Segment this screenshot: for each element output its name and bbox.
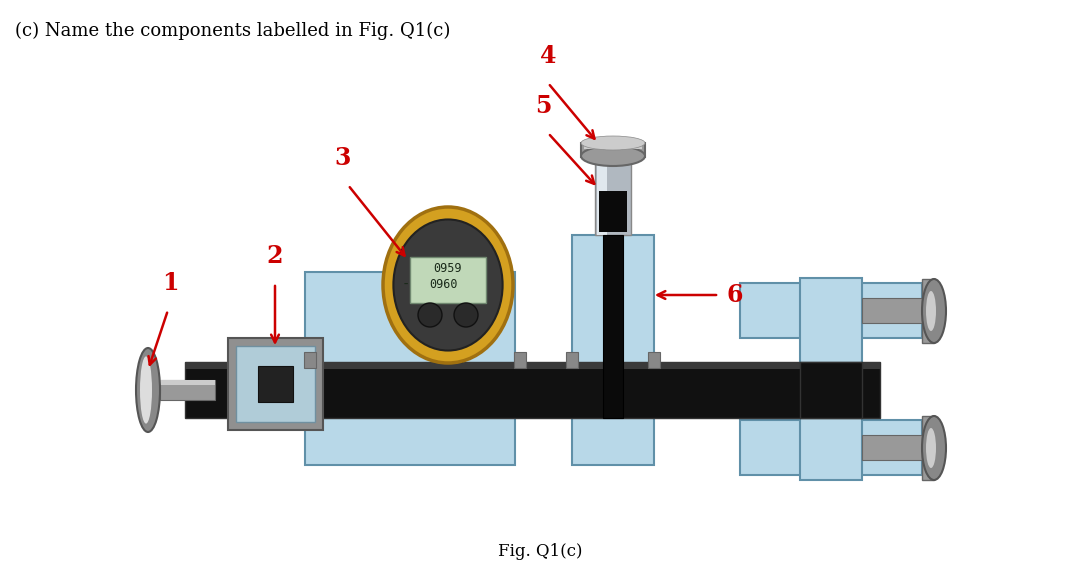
- Bar: [160, 380, 215, 385]
- Text: 0959: 0959: [434, 263, 462, 275]
- Ellipse shape: [581, 146, 645, 166]
- Text: 3: 3: [335, 146, 351, 170]
- Text: 6: 6: [726, 283, 743, 307]
- Bar: [599, 191, 627, 232]
- Bar: [514, 352, 526, 368]
- Ellipse shape: [393, 219, 502, 351]
- Bar: [410, 257, 486, 303]
- Bar: [572, 235, 654, 465]
- Bar: [434, 353, 462, 362]
- Bar: [648, 352, 660, 368]
- Ellipse shape: [926, 291, 936, 331]
- Ellipse shape: [922, 416, 946, 480]
- Bar: [185, 362, 880, 369]
- Text: 4: 4: [540, 44, 556, 68]
- Text: 1: 1: [162, 271, 178, 295]
- Ellipse shape: [136, 348, 160, 432]
- Bar: [305, 272, 515, 465]
- Bar: [258, 366, 293, 402]
- Text: 2: 2: [267, 244, 283, 268]
- Bar: [603, 235, 623, 418]
- Bar: [566, 352, 578, 368]
- Bar: [800, 278, 862, 480]
- Bar: [800, 362, 862, 418]
- Bar: [160, 380, 215, 400]
- Bar: [862, 435, 922, 460]
- Bar: [922, 416, 934, 480]
- Bar: [595, 148, 631, 235]
- Bar: [228, 338, 323, 430]
- Ellipse shape: [926, 428, 936, 468]
- Bar: [303, 352, 316, 368]
- Text: 5: 5: [535, 94, 551, 118]
- Ellipse shape: [922, 279, 946, 343]
- Text: -: -: [402, 278, 410, 292]
- Ellipse shape: [581, 136, 645, 150]
- Bar: [237, 346, 315, 422]
- Bar: [584, 144, 642, 149]
- Ellipse shape: [454, 303, 478, 327]
- Bar: [740, 283, 922, 338]
- Ellipse shape: [383, 207, 513, 363]
- Bar: [922, 279, 934, 343]
- Bar: [740, 420, 922, 475]
- Bar: [597, 148, 607, 235]
- Ellipse shape: [140, 356, 152, 424]
- Ellipse shape: [418, 303, 442, 327]
- Bar: [581, 143, 645, 157]
- Text: Fig. Q1(c): Fig. Q1(c): [498, 543, 582, 560]
- Text: 0960: 0960: [430, 279, 458, 291]
- Bar: [185, 362, 880, 418]
- Bar: [862, 298, 922, 323]
- Text: (c) Name the components labelled in Fig. Q1(c): (c) Name the components labelled in Fig.…: [15, 22, 450, 40]
